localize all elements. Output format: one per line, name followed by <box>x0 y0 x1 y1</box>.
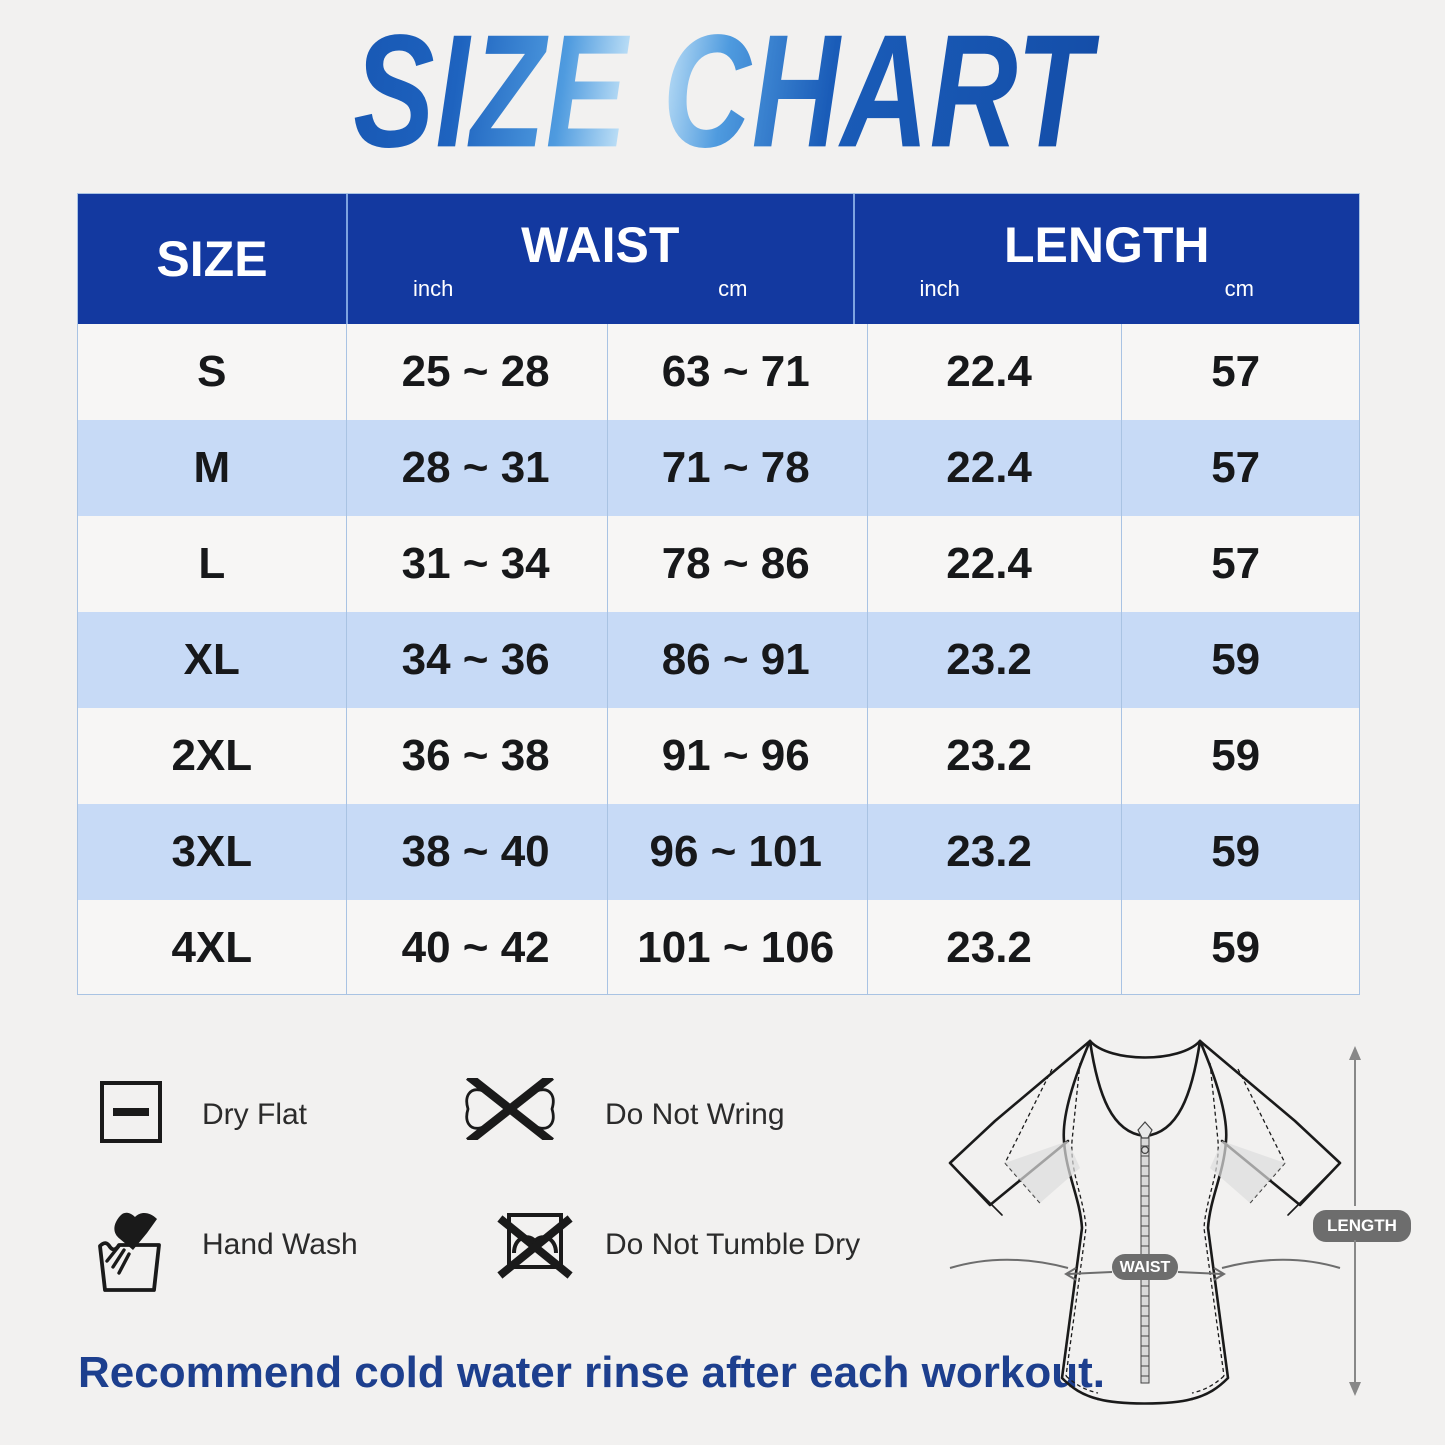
svg-text:WAIST: WAIST <box>1120 1259 1171 1276</box>
